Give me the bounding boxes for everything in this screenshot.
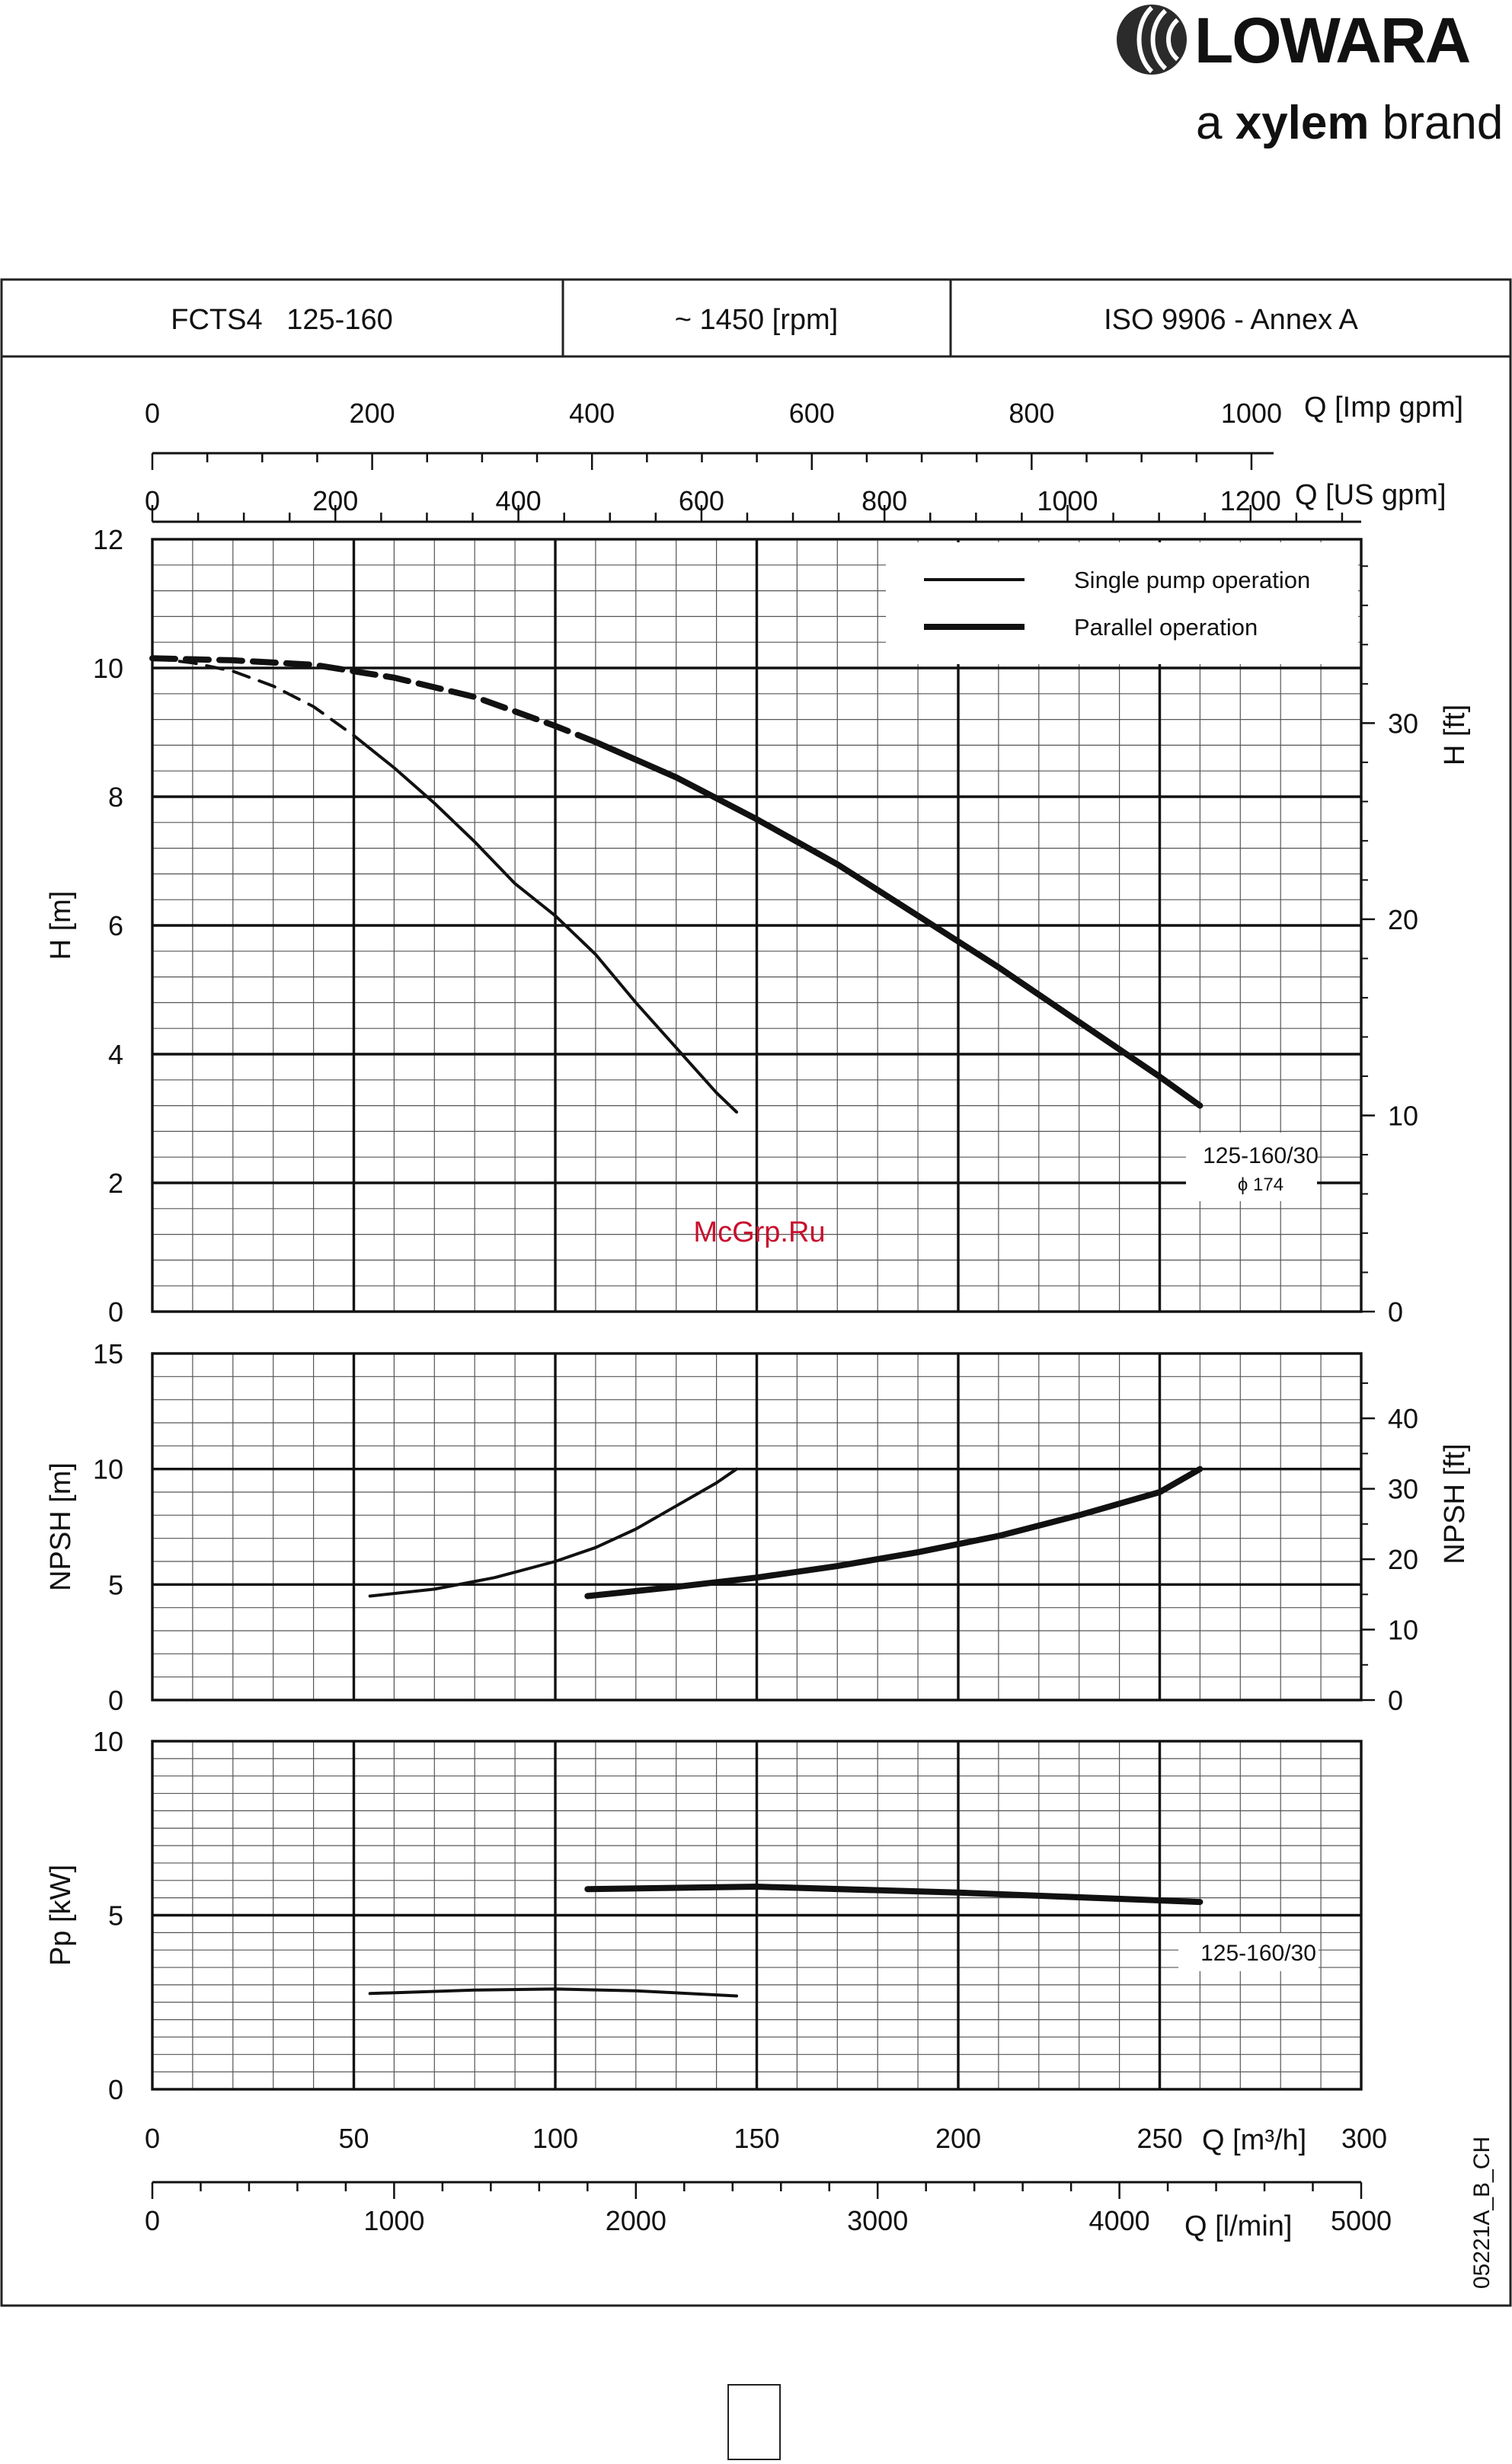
- y2-tick-label: 20: [1388, 1544, 1418, 1575]
- legend-entry-single: Single pump operation: [1074, 567, 1310, 593]
- top-axis-tick-label: 200: [350, 398, 395, 429]
- top-axis-label: Q [Imp gpm]: [1304, 391, 1463, 423]
- x-axis-label-bg: [1194, 2119, 1324, 2157]
- plot-frame: [151, 1352, 1363, 1702]
- plot-frame: [151, 1740, 1363, 2091]
- y-tick-label: 5: [108, 1569, 123, 1600]
- x-tick-label: 100: [532, 2123, 578, 2154]
- y-tick-label: 10: [93, 653, 123, 684]
- drawing-code: 05221A_B_CH: [1469, 2136, 1494, 2289]
- top-axis-tick-label: 1000: [1037, 485, 1098, 516]
- top-axis-tick-label: 1200: [1220, 485, 1281, 516]
- head-series-thick-dashed: [149, 655, 599, 746]
- curve-label: 125-160/30: [1200, 1941, 1316, 1966]
- y-tick-label: 0: [108, 1296, 123, 1328]
- y-tick-label: 8: [108, 781, 123, 813]
- x-tick-label: 0: [145, 2123, 160, 2154]
- y2-axis-label: NPSH [ft]: [1439, 1443, 1471, 1564]
- y-tick-label: 6: [108, 910, 123, 941]
- legend-entry-parallel: Parallel operation: [1074, 614, 1258, 641]
- bottom-axis-tick-label: 0: [145, 2205, 160, 2236]
- plot-frame: [151, 538, 1363, 1313]
- head-panel: 0 2 4 6 8 10 12 H [m] 0 10 20 30 H [ft] 125-160/30 ϕ 1…: [45, 391, 1471, 1328]
- bottom-axis-label-bg: [1177, 2205, 1314, 2243]
- header-speed: ~ 1450 [rpm]: [675, 304, 838, 336]
- y2-tick-label: 30: [1388, 708, 1418, 739]
- y-tick-label: 10: [93, 1454, 123, 1485]
- y2-tick-label: 20: [1388, 904, 1418, 935]
- chart-layers: 0 2 4 6 8 10 12 H [m] 0 10 20 30 H [ft] 125-160/30 ϕ 1…: [45, 391, 1471, 2243]
- y-tick-label: 2: [108, 1168, 123, 1199]
- brand-tagline: a xylem brand: [1196, 97, 1503, 149]
- bottom-axis-label: Q [l/min]: [1184, 2210, 1292, 2242]
- curve-label: 125-160/30: [1203, 1143, 1319, 1168]
- y2-tick-label: 10: [1388, 1615, 1418, 1646]
- y-tick-label: 0: [108, 2074, 123, 2105]
- x-tick-label: 150: [734, 2123, 779, 2154]
- x-tick-label: 50: [338, 2123, 369, 2154]
- page-number-box: [727, 2384, 781, 2460]
- curve-label-box: [1178, 1933, 1319, 1971]
- y-tick-label: 15: [93, 1338, 123, 1369]
- top-axis-label: Q [US gpm]: [1295, 479, 1446, 511]
- head-series-thick: [592, 739, 1204, 1109]
- x-tick-label: 250: [1136, 2123, 1182, 2154]
- power-series-thin: [368, 1987, 738, 1998]
- curve-label-diameter: ϕ 174: [1238, 1174, 1283, 1195]
- curve-label-box: [1186, 1133, 1317, 1201]
- npsh-panel: 0 5 10 15 NPSH [m] 0 10 20 30 40 NPSH [ft]: [45, 1338, 1471, 1716]
- y-tick-label: 4: [108, 1039, 123, 1070]
- y-tick-label: 12: [93, 524, 123, 555]
- top-axis-tick-label: 200: [312, 485, 358, 516]
- npsh-series-thick: [584, 1465, 1204, 1600]
- tagline-a: a: [1196, 97, 1235, 149]
- bottom-axis-tick-label: 3000: [847, 2205, 908, 2236]
- head-series-thin: [352, 733, 738, 1114]
- y2-tick-label: 10: [1388, 1100, 1418, 1131]
- bottom-axis-tick-label: 1000: [363, 2205, 424, 2236]
- header-model: FCTS4 125-160: [171, 304, 392, 336]
- lowara-logo: LOWARA a xylem brand: [1117, 5, 1503, 149]
- npsh-series-thin: [368, 1467, 738, 1598]
- y2-tick-label: 0: [1388, 1685, 1403, 1716]
- top-axis-tick-label: 400: [496, 485, 542, 516]
- brand-name: LOWARA: [1194, 5, 1470, 76]
- tagline-brand: brand: [1370, 97, 1504, 149]
- bottom-axis-tick-label: 2000: [606, 2205, 666, 2236]
- watermark: McGrp.Ru: [693, 1216, 825, 1248]
- top-axis-tick-label: 600: [679, 485, 724, 516]
- sheet-frame: [0, 278, 1512, 2307]
- y2-tick-label: 0: [1388, 1296, 1403, 1328]
- top-axis-tick-label: 1000: [1221, 398, 1282, 429]
- top-axis-tick-label: 800: [1009, 398, 1054, 429]
- x-tick-label: 200: [935, 2123, 981, 2154]
- x-axis-label: Q [m³/h]: [1202, 2124, 1306, 2156]
- xylem-swirl-icon: [1117, 5, 1187, 75]
- bottom-axis-tick-label: 5000: [1331, 2205, 1392, 2236]
- y-tick-label: 10: [93, 1726, 123, 1757]
- x-tick-label: 300: [1341, 2123, 1387, 2154]
- y2-tick-label: 40: [1388, 1403, 1418, 1434]
- y-axis-label: Pp [kW]: [45, 1865, 77, 1966]
- power-panel: 0 5 10 Pp [kW] 125-160/30 0 50 100 150 200 250 300 Q…: [45, 1726, 1392, 2243]
- y2-tick-label: 30: [1388, 1474, 1418, 1505]
- y-tick-label: 0: [108, 1685, 123, 1716]
- tagline-xylem: xylem: [1235, 97, 1370, 149]
- top-axis-tick-label: 400: [569, 398, 615, 429]
- power-series-thick: [584, 1884, 1204, 1906]
- legend-box: [886, 542, 1358, 664]
- top-axis-tick-label: 0: [145, 398, 160, 429]
- bottom-axis-tick-label: 4000: [1089, 2205, 1150, 2236]
- head-series-thin-dashed: [151, 657, 356, 737]
- header-standard: ISO 9906 - Annex A: [1104, 304, 1358, 336]
- y-tick-label: 5: [108, 1900, 123, 1932]
- y-axis-label: H [m]: [45, 891, 77, 960]
- top-axis-tick-label: 600: [789, 398, 835, 429]
- y2-axis-label: H [ft]: [1439, 705, 1471, 765]
- y-axis-label: NPSH [m]: [45, 1462, 77, 1591]
- top-axis-tick-label: 800: [861, 485, 907, 516]
- top-axis-tick-label: 0: [145, 485, 160, 516]
